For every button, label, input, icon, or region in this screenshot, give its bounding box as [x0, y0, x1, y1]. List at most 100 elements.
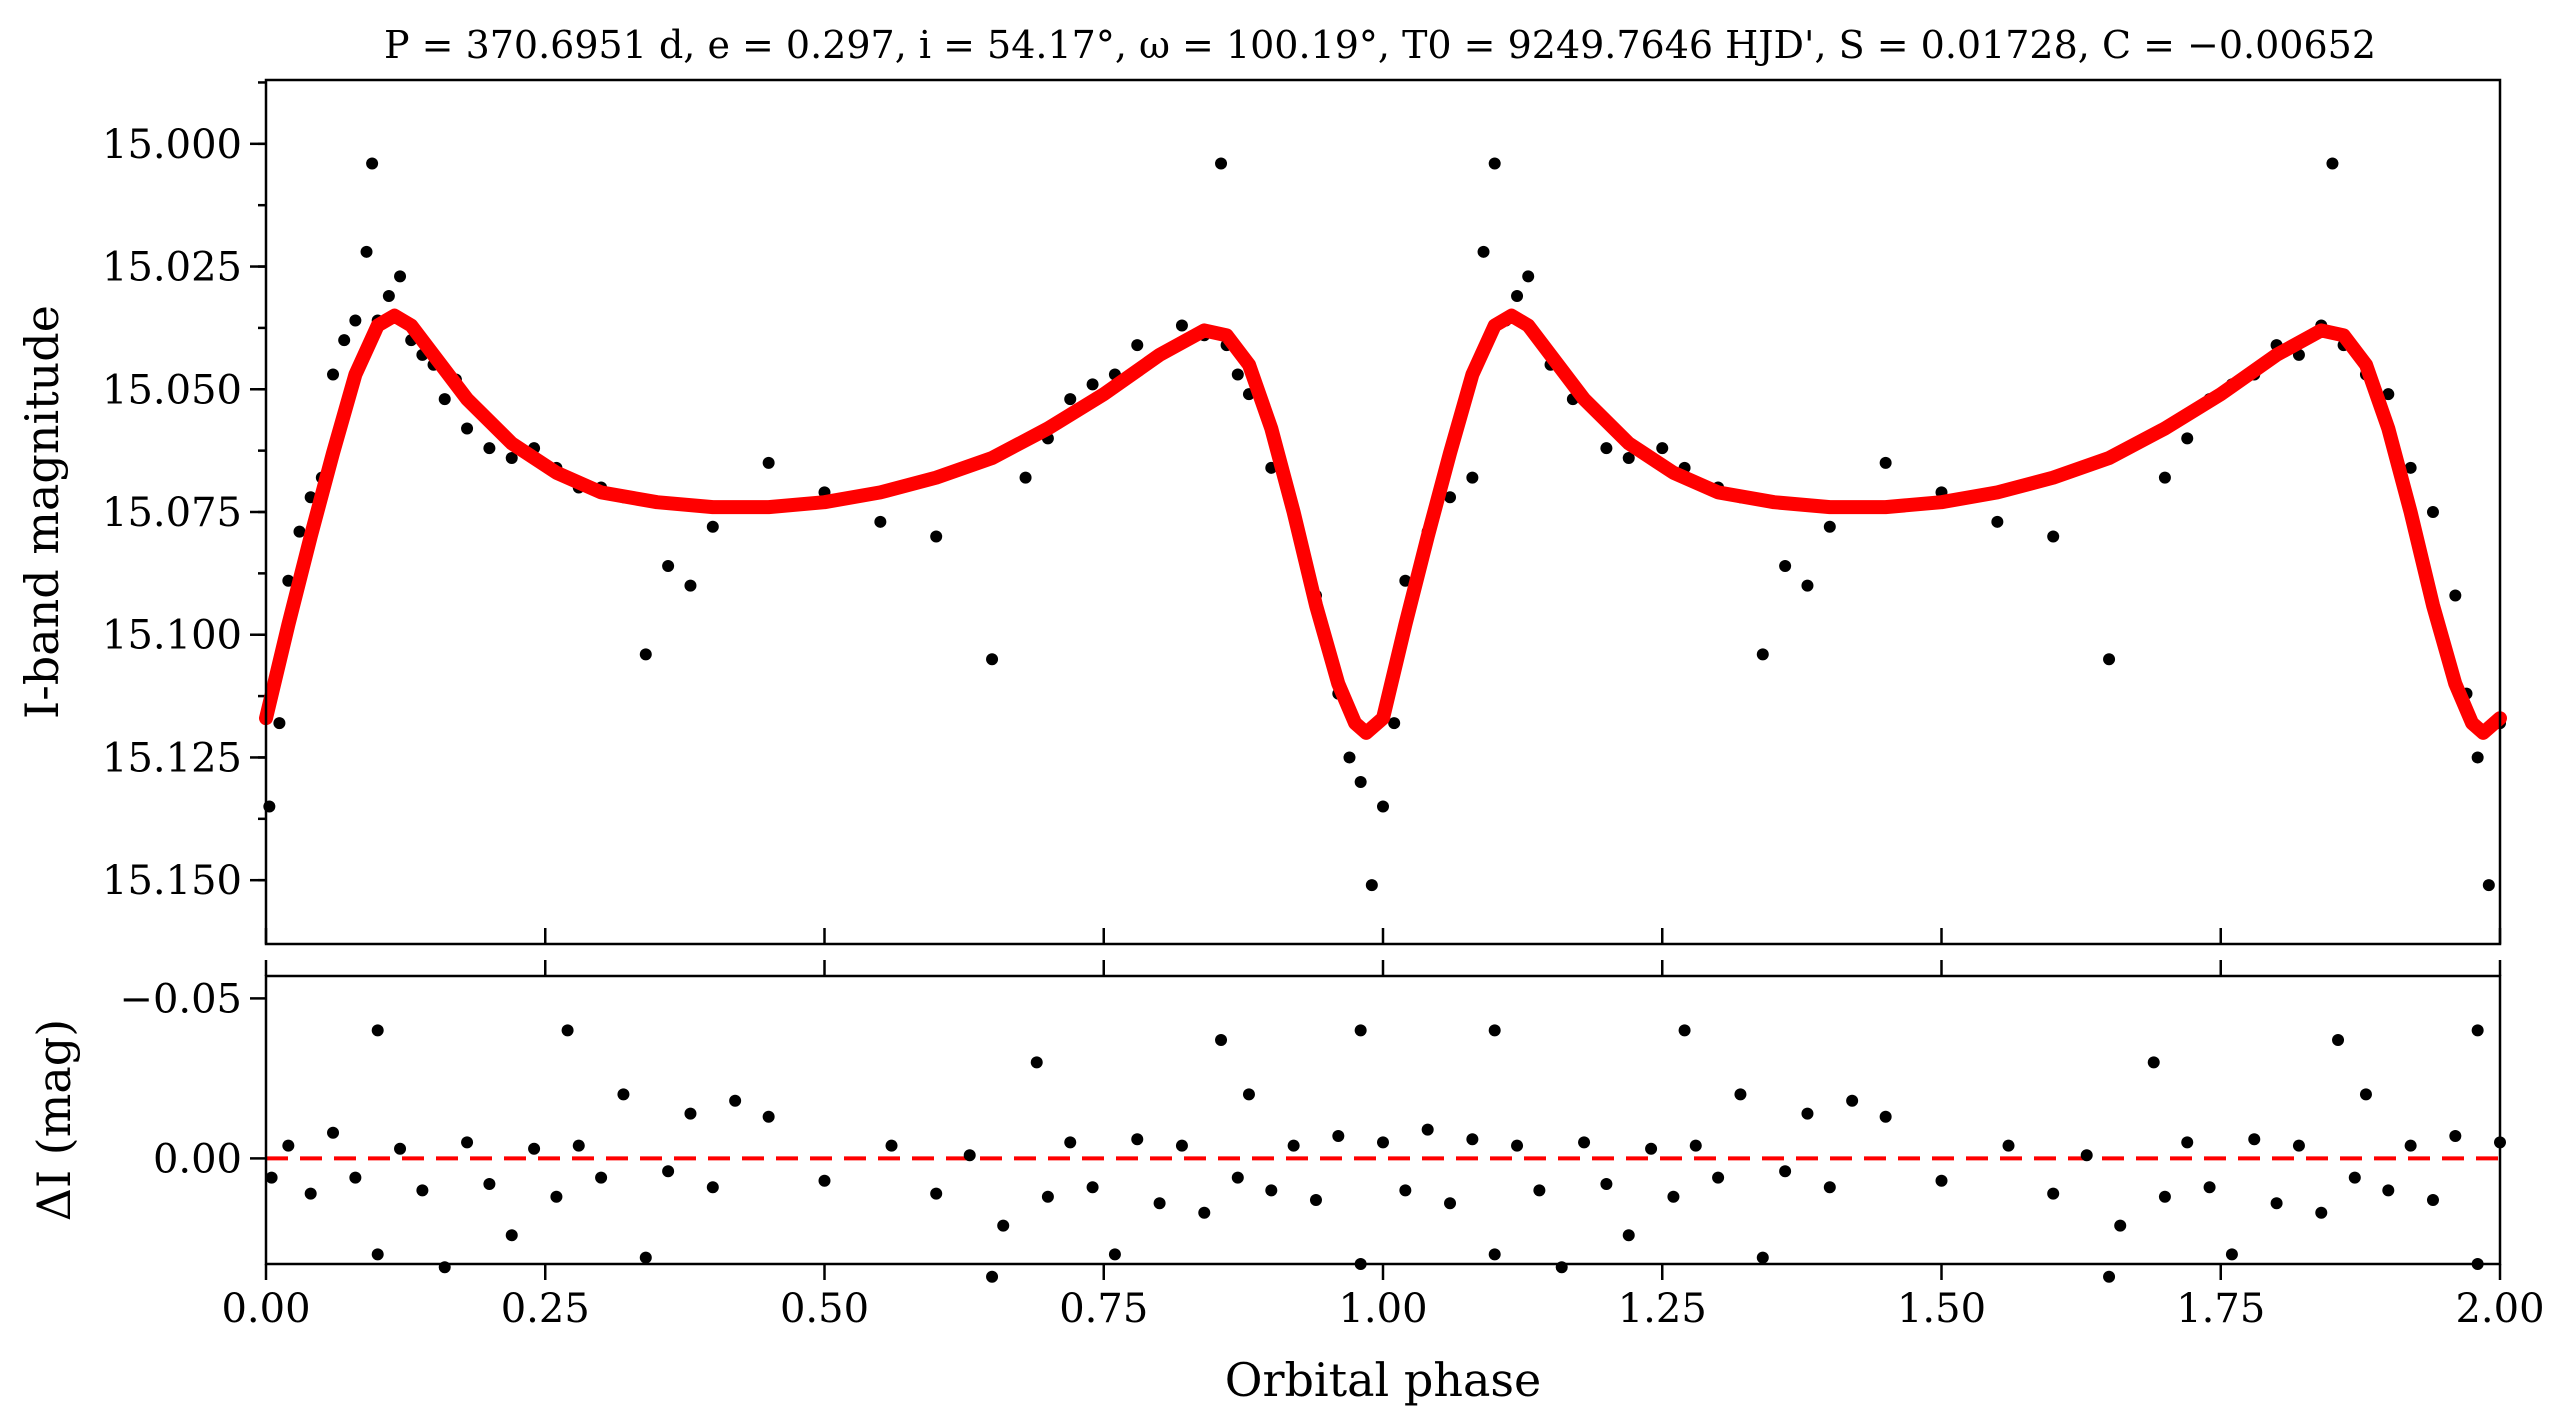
data-point	[327, 368, 340, 381]
residual-point	[2426, 1194, 2439, 1206]
data-point	[1064, 393, 1077, 406]
data-point	[986, 653, 999, 666]
residual-point	[304, 1187, 317, 1200]
residual-point	[1377, 1136, 1389, 1149]
bottom-y-axis: −0.05 0.00	[119, 976, 266, 1182]
data-point	[2471, 751, 2484, 764]
residual-point	[282, 1139, 295, 1152]
bottom-axes-frame	[264, 974, 2502, 1266]
residual-point	[461, 1136, 474, 1149]
residual-point	[1030, 1056, 1043, 1069]
residual-point	[963, 1149, 976, 1162]
data-point	[1215, 157, 1228, 170]
data-point	[1522, 270, 1535, 283]
data-point	[366, 157, 379, 170]
residual-point	[1678, 1024, 1691, 1037]
residual-point	[561, 1024, 574, 1037]
data-point	[2181, 432, 2194, 445]
residual-point	[1041, 1190, 1054, 1203]
residual-point	[706, 1181, 719, 1194]
residual-point	[2359, 1088, 2372, 1101]
residual-point	[528, 1142, 541, 1155]
data-point	[2449, 589, 2462, 602]
residual-point	[1287, 1139, 1300, 1152]
data-point	[639, 648, 652, 661]
top-x-ticks	[264, 928, 2502, 944]
residual-point	[1689, 1139, 1702, 1152]
residual-point	[1779, 1165, 1792, 1178]
top-y-axis: 15.000 15.025 15.050 15.075 15.100 15.125 15.1…	[102, 81, 266, 904]
data-point	[1622, 452, 1635, 464]
data-point	[706, 520, 719, 533]
x-tick-label: 2.00	[2455, 1286, 2544, 1332]
x-tick-label: 0.75	[1059, 1286, 1148, 1332]
y-tick-label: 15.100	[102, 613, 242, 659]
x-tick-label: 1.00	[1338, 1286, 1427, 1332]
y-tick-label: 15.000	[102, 122, 242, 168]
residual-point	[2181, 1136, 2194, 1149]
residual-point	[2103, 1270, 2116, 1283]
data-point	[1444, 491, 1457, 504]
residual-point	[1175, 1139, 1188, 1152]
data-point	[1019, 471, 1032, 484]
residual-point	[885, 1139, 898, 1152]
data-point	[1231, 368, 1244, 381]
residual-point	[1533, 1184, 1546, 1197]
residual-point	[1309, 1194, 1322, 1206]
top-axes-frame	[264, 78, 2502, 946]
data-point	[1488, 157, 1501, 170]
residual-point	[997, 1219, 1010, 1232]
data-point	[1365, 879, 1378, 892]
residual-point	[1086, 1181, 1099, 1194]
data-point	[2158, 471, 2171, 484]
residual-point	[818, 1174, 831, 1187]
residual-point	[572, 1139, 585, 1152]
data-point	[1466, 471, 1479, 484]
data-point	[2426, 506, 2439, 518]
bottom-x-axis: 0.00 0.25 0.50 0.75 1.00 1.25 1.50 1.75 2.00	[221, 960, 2545, 1332]
data-point	[1354, 776, 1367, 788]
data-point	[338, 334, 351, 347]
residual-point	[2225, 1248, 2238, 1261]
y-tick-label: 15.125	[102, 735, 242, 781]
residual-point	[1846, 1094, 1859, 1107]
residual-point	[1466, 1133, 1479, 1146]
residual-point	[1511, 1139, 1524, 1152]
residual-point	[371, 1024, 384, 1037]
residual-point	[1153, 1197, 1166, 1210]
residual-point	[1622, 1229, 1635, 1242]
residual-point	[1231, 1171, 1244, 1184]
chart-title: P = 370.6951 d, e = 0.297, i = 54.17°, ω…	[384, 23, 2376, 67]
data-point	[349, 314, 362, 327]
residual-point	[2270, 1197, 2283, 1210]
data-point	[1377, 800, 1389, 813]
residual-points	[265, 1024, 2506, 1283]
data-point	[2404, 461, 2417, 474]
residual-point	[483, 1178, 496, 1190]
residual-point	[684, 1107, 697, 1120]
data-point	[1756, 648, 1769, 661]
residual-point	[2315, 1206, 2328, 1219]
residual-point	[2404, 1139, 2417, 1152]
residual-point	[2203, 1181, 2216, 1194]
x-tick-label: 0.50	[780, 1286, 869, 1332]
residual-point	[595, 1171, 608, 1184]
residual-point	[1265, 1184, 1278, 1197]
residual-point	[762, 1110, 775, 1123]
data-point	[930, 530, 943, 543]
data-point	[394, 270, 407, 283]
residual-point	[2047, 1187, 2060, 1200]
x-tick-label: 1.50	[1897, 1286, 1986, 1332]
data-point	[1477, 245, 1490, 258]
residual-point	[349, 1171, 362, 1184]
residual-point	[394, 1142, 407, 1155]
y-tick-label: 0.00	[153, 1136, 242, 1182]
residual-point	[1578, 1136, 1591, 1149]
residual-point	[639, 1251, 652, 1264]
residual-point	[505, 1229, 518, 1242]
data-point	[1656, 442, 1669, 455]
data-point	[1086, 378, 1099, 391]
data-point	[1388, 717, 1401, 730]
residual-point	[2449, 1130, 2462, 1142]
